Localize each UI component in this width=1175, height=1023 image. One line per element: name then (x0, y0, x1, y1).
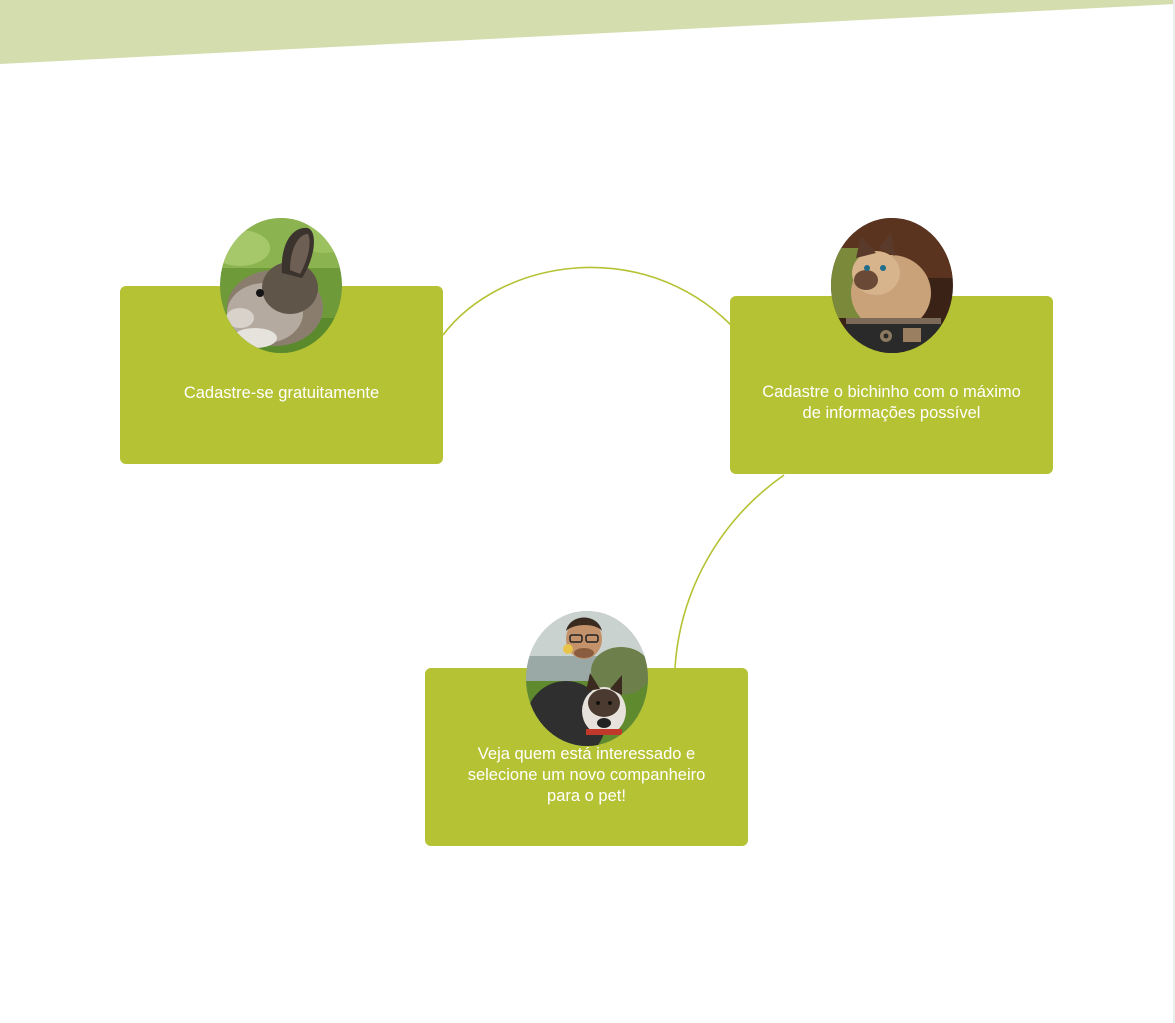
step-text-choose-companion: Veja quem está interessado e selecione u… (467, 744, 706, 805)
page-edge-divider (1173, 0, 1175, 1023)
step-text-register: Cadastre-se gratuitamente (183, 383, 380, 402)
person-with-dog-photo (526, 611, 648, 746)
step-card-register: Cadastre-se gratuitamente (120, 286, 443, 464)
connector-step1-step2 (442, 266, 732, 336)
step-text-pet-info: Cadastre o bichinho com o máximo de info… (762, 383, 1021, 422)
top-banner (0, 0, 1175, 64)
step-card-pet-info: Cadastre o bichinho com o máximo de info… (730, 296, 1053, 474)
rabbit-photo (220, 218, 342, 353)
cat-photo (831, 218, 953, 353)
connector-step2-step3 (674, 474, 785, 669)
